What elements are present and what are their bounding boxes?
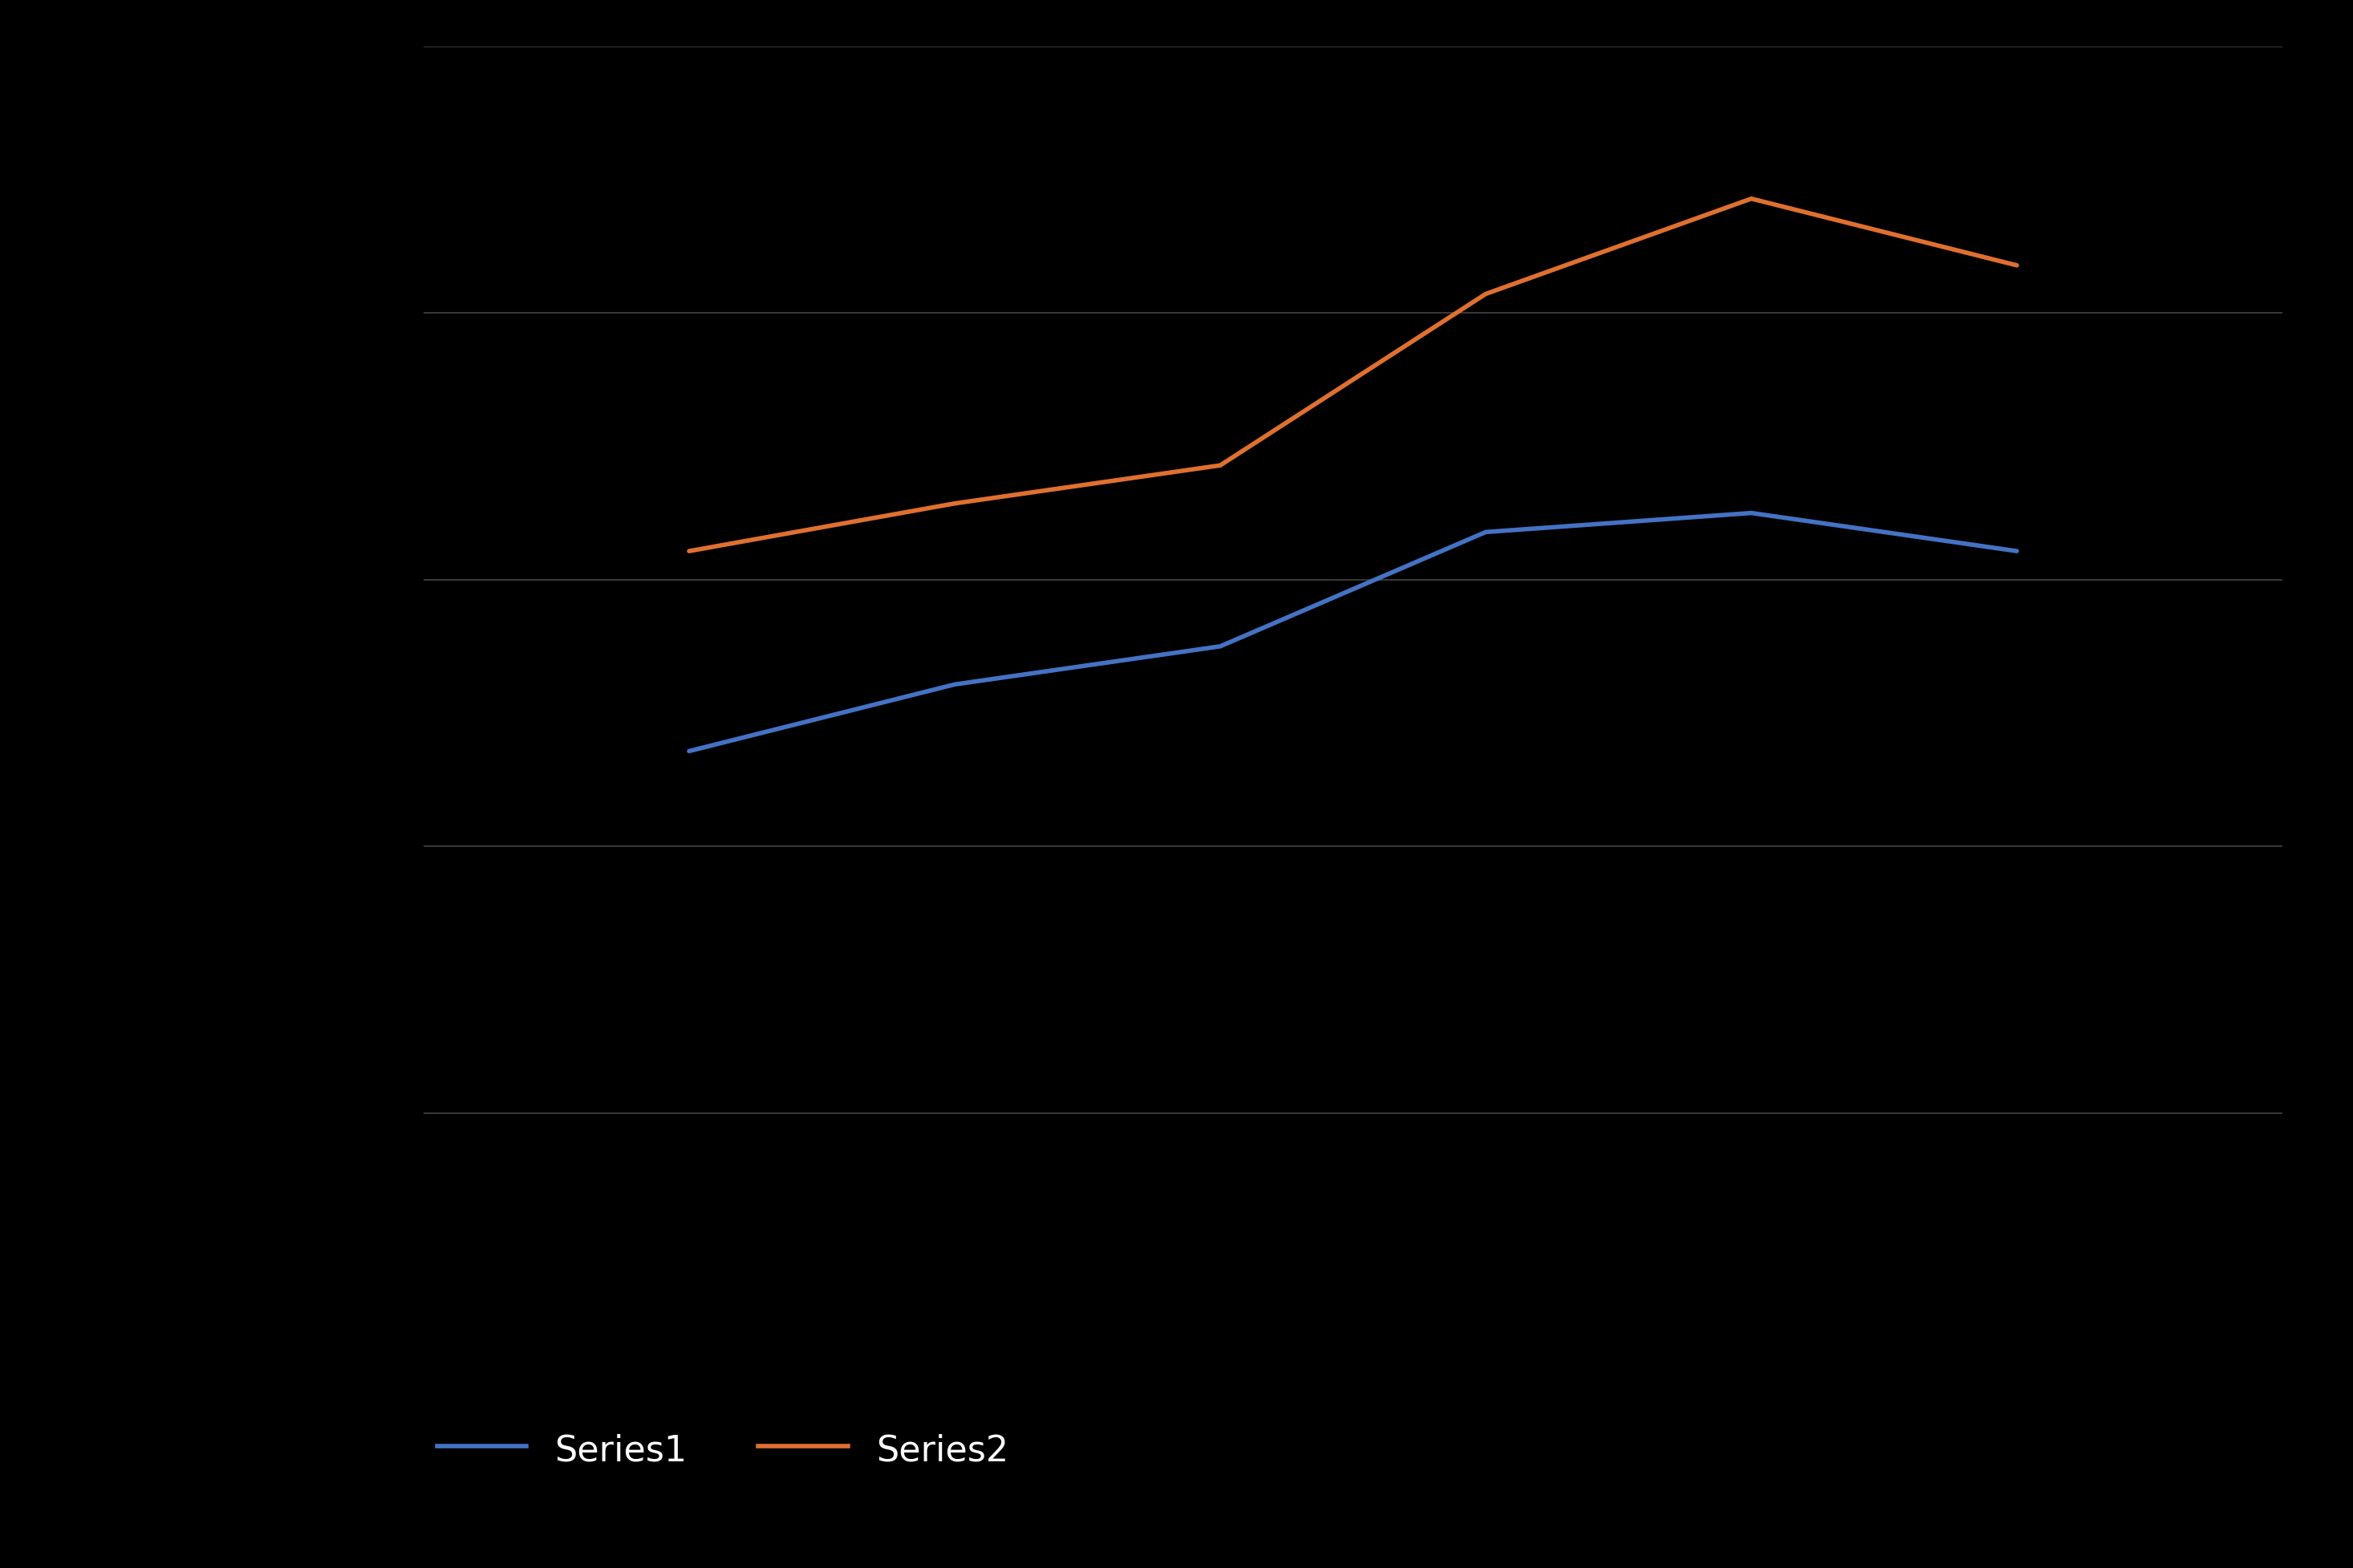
Legend: Series1, Series2: Series1, Series2 [424, 1417, 1024, 1482]
